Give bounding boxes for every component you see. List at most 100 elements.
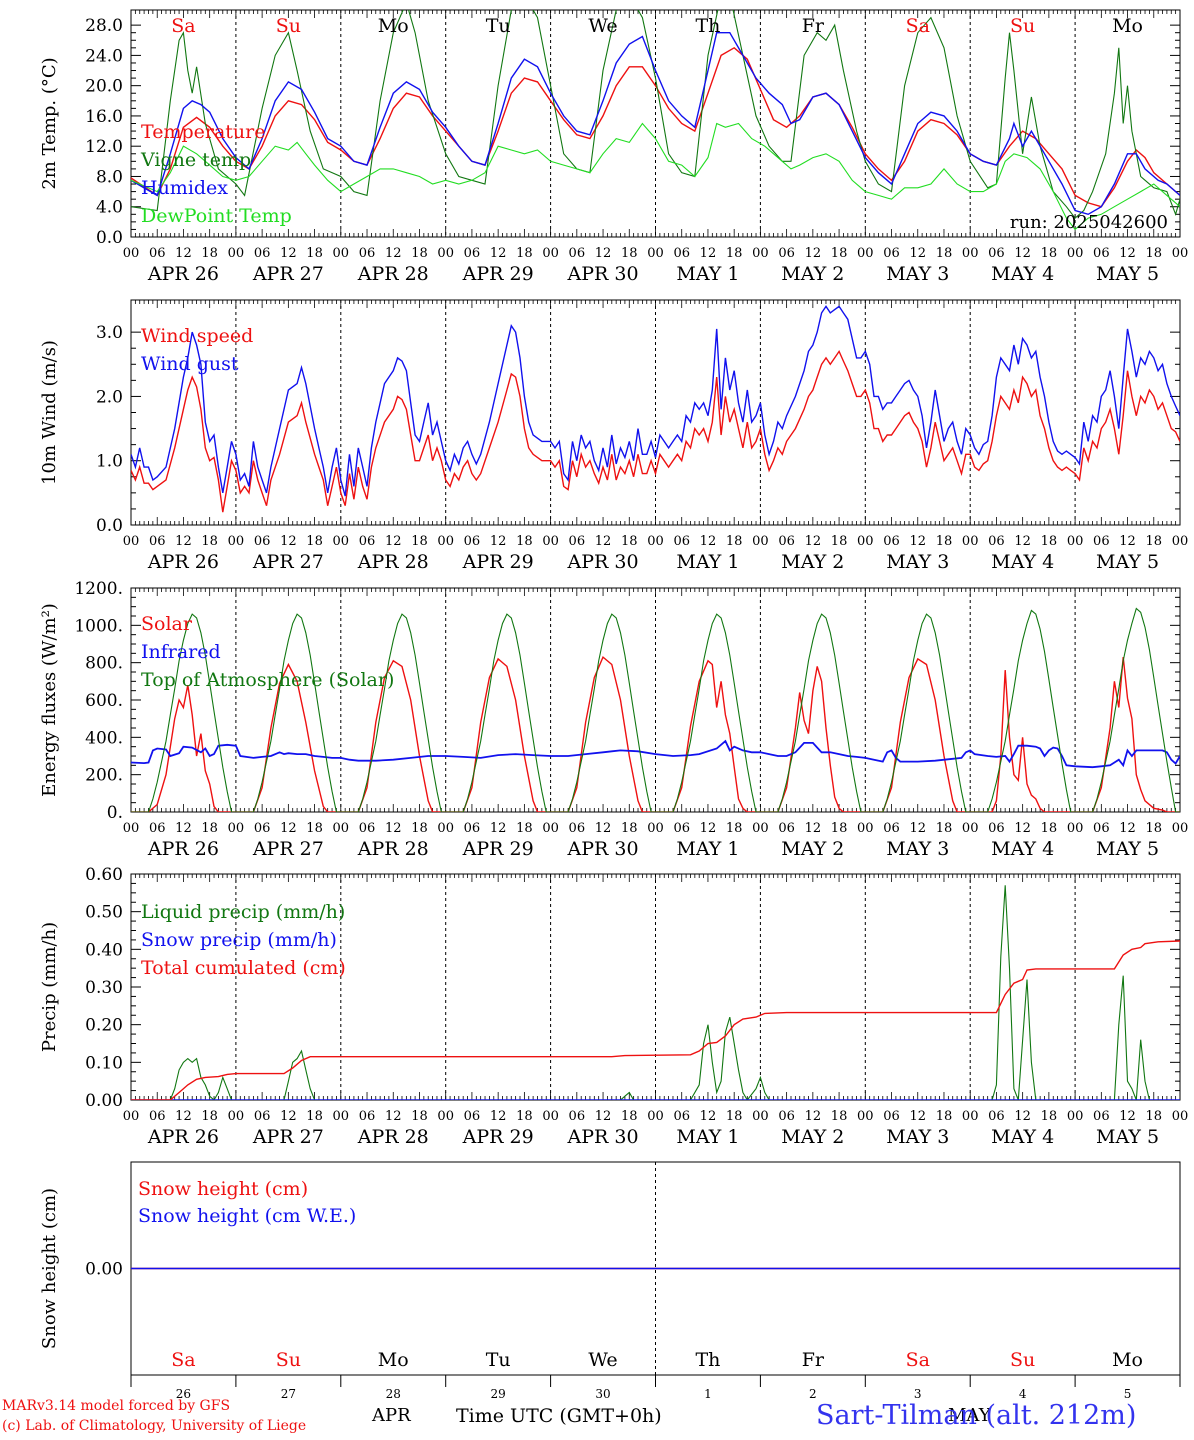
hour-label: 12 <box>700 1109 717 1124</box>
hour-label: 12 <box>385 1109 402 1124</box>
hour-label: 12 <box>1119 246 1136 261</box>
hour-label: 18 <box>1146 821 1163 836</box>
hour-label: 06 <box>359 1109 376 1124</box>
credit-line-1: MARv3.14 model forced by GFS <box>2 1398 231 1414</box>
hour-label: 06 <box>778 821 795 836</box>
date-label: APR 28 <box>357 1126 429 1148</box>
hour-label: 00 <box>228 534 245 549</box>
series-line-top-of-atmosphere-solar- <box>131 607 1180 812</box>
hour-label: 06 <box>883 1109 900 1124</box>
hour-label: 06 <box>778 1109 795 1124</box>
hour-label: 18 <box>1146 246 1163 261</box>
hour-label: 18 <box>1146 1109 1163 1124</box>
time-axis-label: Time UTC (GMT+0h) <box>456 1405 662 1427</box>
hour-label: 06 <box>673 821 690 836</box>
hour-label: 00 <box>647 246 664 261</box>
hour-label: 00 <box>542 534 559 549</box>
hour-label: 12 <box>280 1109 297 1124</box>
hour-label: 06 <box>673 534 690 549</box>
date-label: APR 26 <box>147 263 219 285</box>
hour-label: 06 <box>464 246 481 261</box>
hour-label: 12 <box>700 246 717 261</box>
hour-label: 12 <box>805 1109 822 1124</box>
weekday-label: Tu <box>486 1349 511 1371</box>
date-label: MAY 3 <box>886 263 949 285</box>
y-tick-label: 400. <box>85 728 123 748</box>
legend-entry: Solar <box>141 613 193 635</box>
weekday-label: Su <box>276 1349 301 1371</box>
hour-label: 06 <box>778 246 795 261</box>
hour-label: 12 <box>595 246 612 261</box>
hour-label: 18 <box>201 534 218 549</box>
hour-label: 06 <box>569 821 586 836</box>
hour-label: 00 <box>123 534 140 549</box>
hour-label: 00 <box>123 246 140 261</box>
hour-label: 00 <box>542 1109 559 1124</box>
y-tick-label: 12.0 <box>85 137 123 157</box>
hour-label: 12 <box>1014 821 1031 836</box>
date-label: MAY 4 <box>991 1126 1054 1148</box>
hour-label: 00 <box>333 246 350 261</box>
run-label: run: 2025042600 <box>1010 212 1168 233</box>
hour-label: 12 <box>385 246 402 261</box>
legend-entry: Snow height (cm W.E.) <box>138 1205 356 1227</box>
panel-5: 0.00 Snow height (cm) Snow height (cm) Snow… <box>39 1161 1181 1401</box>
hour-label: 06 <box>254 821 271 836</box>
y-tick-label: 0.0 <box>96 228 123 248</box>
date-label: MAY 2 <box>781 263 844 285</box>
hour-label: 00 <box>1172 1109 1189 1124</box>
hour-label: 18 <box>1041 821 1058 836</box>
y-tick-label: 0.30 <box>85 978 123 998</box>
hour-label: 18 <box>516 821 533 836</box>
day-number: 28 <box>386 1387 401 1401</box>
hour-label: 18 <box>936 246 953 261</box>
hour-label: 18 <box>936 1109 953 1124</box>
weekday-label: Sa <box>171 1349 195 1371</box>
hour-label: 00 <box>123 1109 140 1124</box>
hour-label: 00 <box>123 821 140 836</box>
y-tick-label: 16.0 <box>85 107 123 127</box>
hour-label: 00 <box>333 534 350 549</box>
hour-label: 00 <box>1067 246 1084 261</box>
y-tick-label: 28.0 <box>85 16 123 36</box>
date-label: MAY 4 <box>991 838 1054 860</box>
hour-label: 18 <box>621 246 638 261</box>
hour-label: 12 <box>1119 1109 1136 1124</box>
hour-label: 18 <box>831 534 848 549</box>
hour-label: 12 <box>175 1109 192 1124</box>
hour-label: 00 <box>437 821 454 836</box>
hour-label: 12 <box>175 534 192 549</box>
weekday-label: Su <box>1010 1349 1035 1371</box>
hour-label: 12 <box>1119 534 1136 549</box>
hour-label: 06 <box>149 246 166 261</box>
date-label: MAY 5 <box>1096 1126 1159 1148</box>
hour-label: 12 <box>595 1109 612 1124</box>
y-tick-label: 8.0 <box>96 167 123 187</box>
y-tick-label: 0.0 <box>96 516 123 536</box>
hour-label: 12 <box>909 246 926 261</box>
date-label: MAY 1 <box>676 838 739 860</box>
hour-label: 18 <box>936 534 953 549</box>
legend-entry: Wind speed <box>141 325 253 347</box>
day-number: 27 <box>281 1387 296 1401</box>
hour-label: 00 <box>1172 534 1189 549</box>
hour-label: 06 <box>673 1109 690 1124</box>
hour-label: 12 <box>909 821 926 836</box>
hour-label: 18 <box>411 1109 428 1124</box>
hour-label: 18 <box>726 1109 743 1124</box>
panel-2: 0.0 1.0 2.0 3.0 10m Wind (m/s) Wind speed Wind… <box>39 299 1189 573</box>
hour-label: 06 <box>359 246 376 261</box>
hour-label: 00 <box>1172 821 1189 836</box>
hour-label: 18 <box>201 1109 218 1124</box>
hour-label: 00 <box>962 246 979 261</box>
month-label-may: MAY <box>948 1405 991 1426</box>
legend-entry: Vigne temp <box>140 149 251 171</box>
date-label: APR 30 <box>567 838 639 860</box>
hour-label: 12 <box>175 246 192 261</box>
hour-label: 06 <box>569 534 586 549</box>
y-tick-label: 0. <box>107 803 123 823</box>
legend-entry: DewPoint Temp <box>141 205 292 227</box>
hour-label: 06 <box>1093 1109 1110 1124</box>
hour-label: 06 <box>1093 246 1110 261</box>
